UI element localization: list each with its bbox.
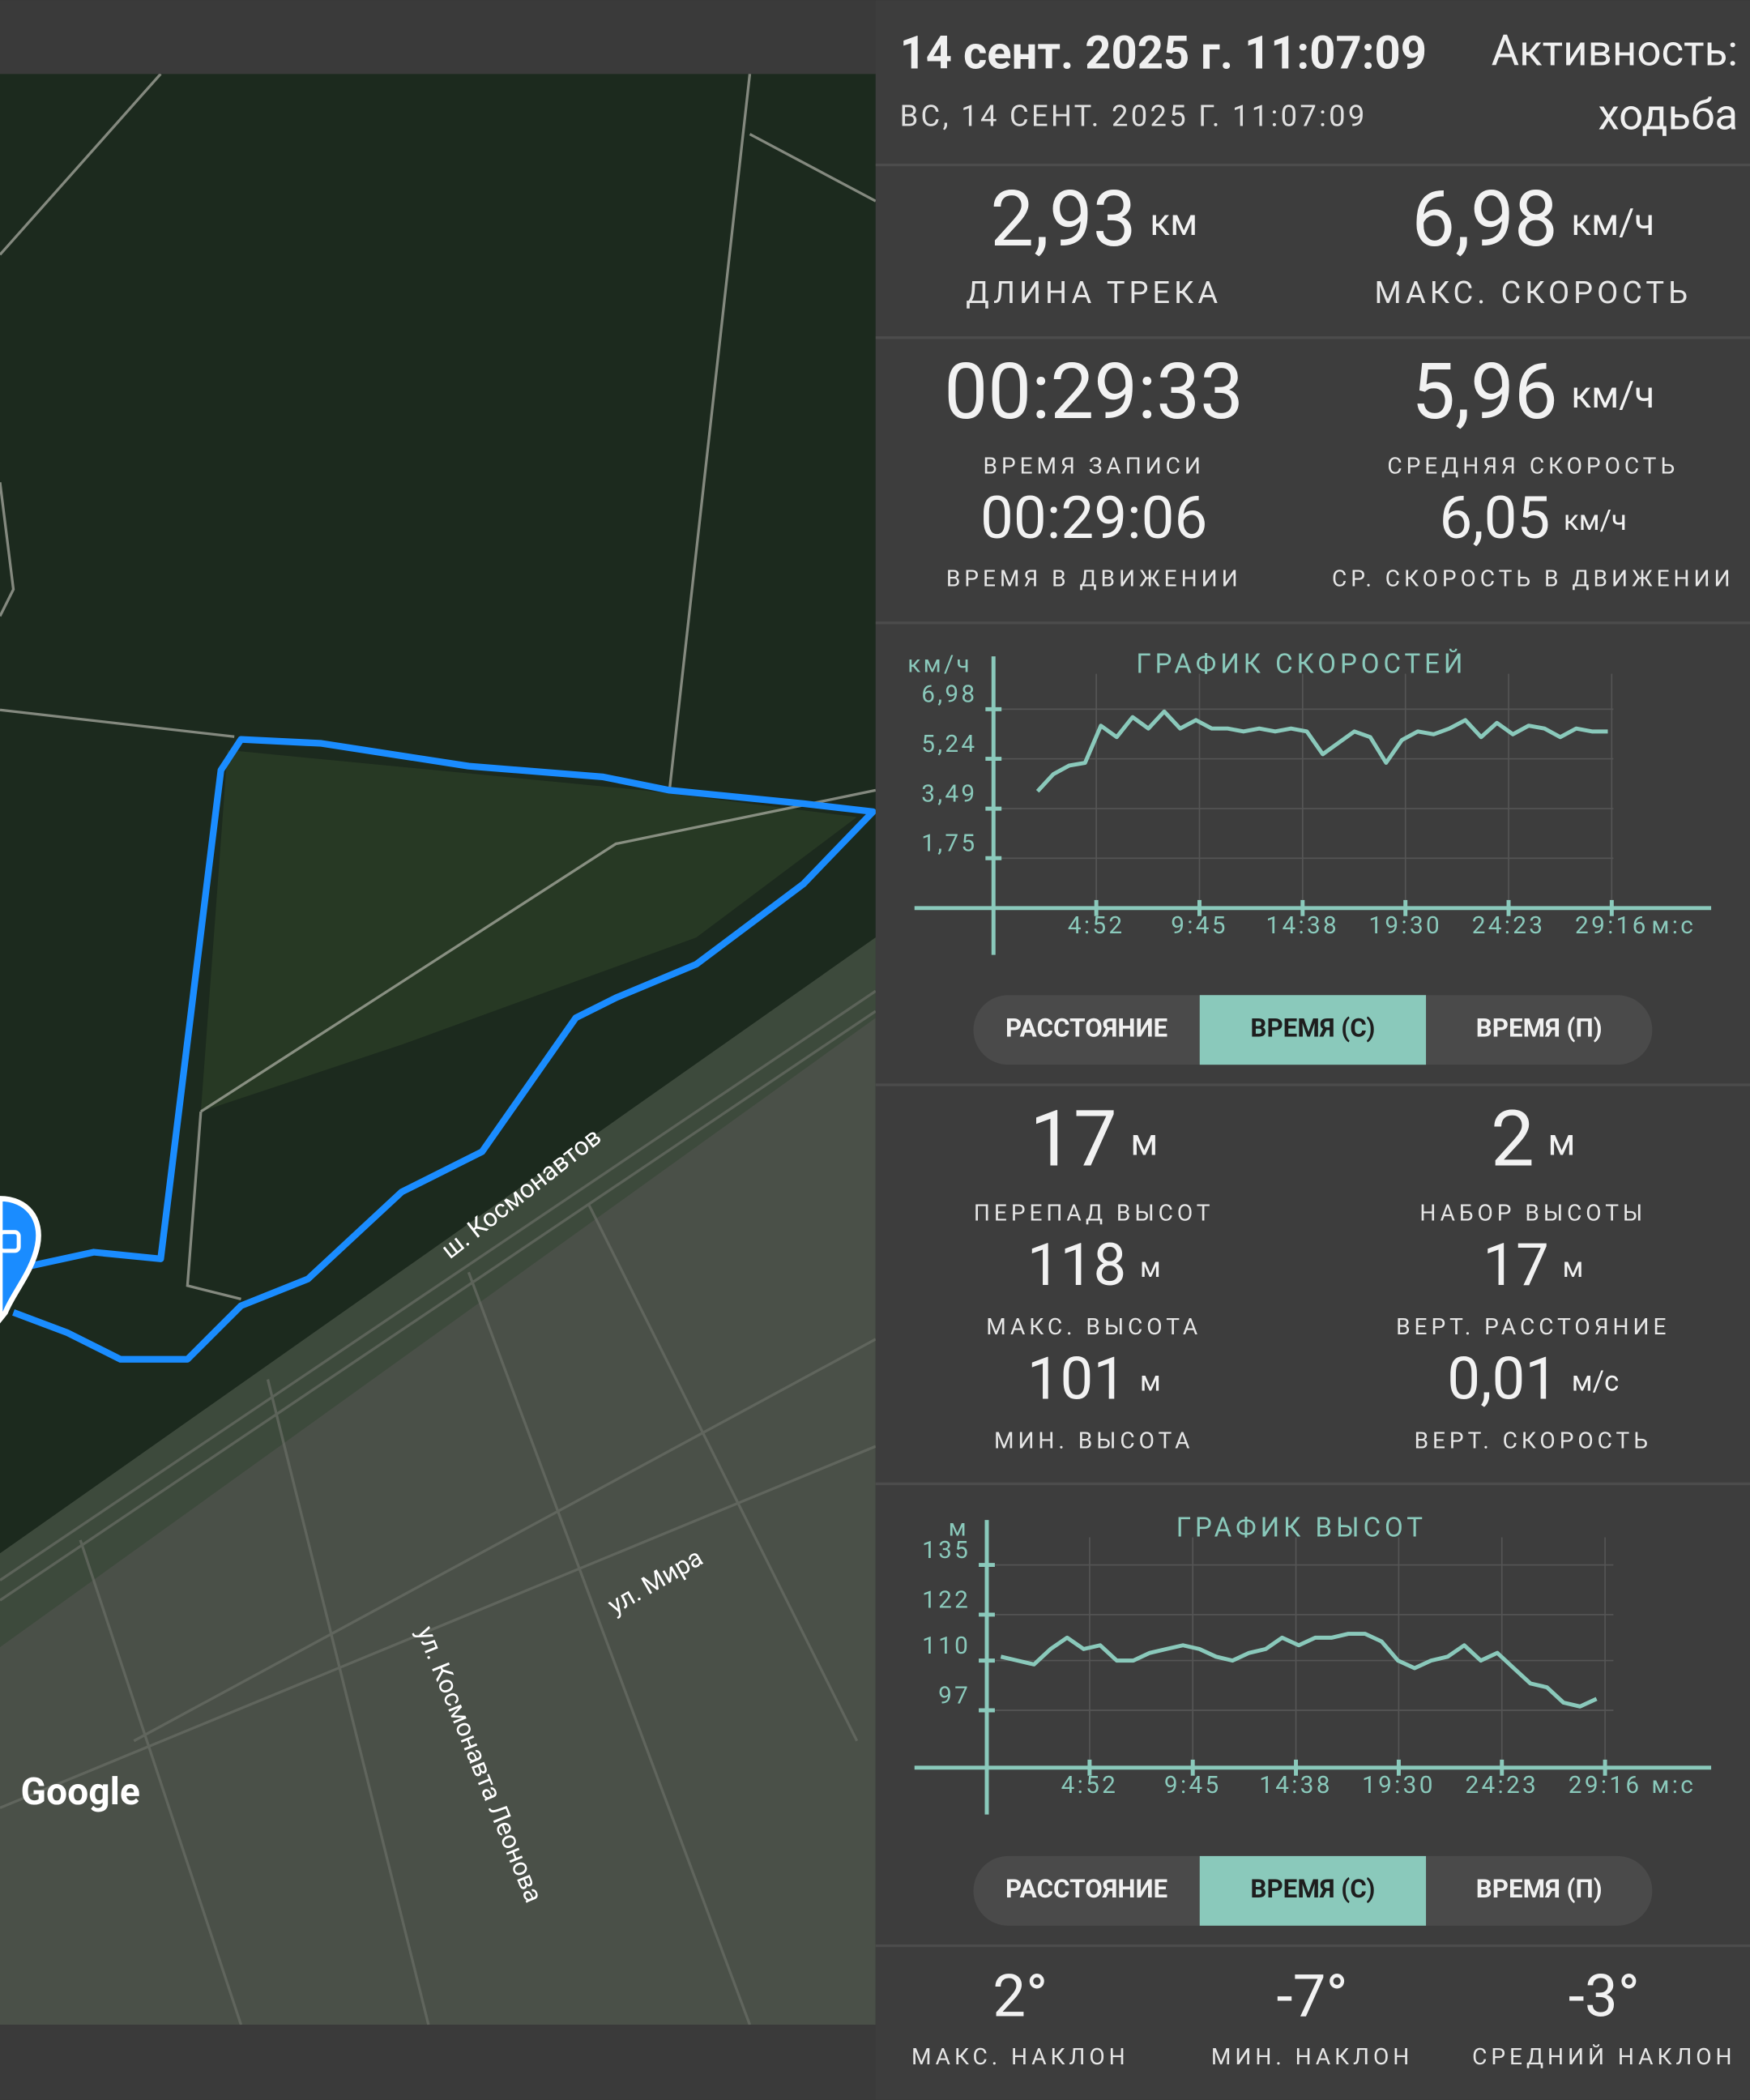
slope-value: -7° <box>1277 1962 1348 2031</box>
stat-value: 118 м <box>1027 1231 1161 1300</box>
stat-value: 6,98 км/ч <box>1411 174 1654 265</box>
stat-value: 6,05 км/ч <box>1440 484 1628 553</box>
x-tick-label: 4:52 <box>1061 1771 1119 1799</box>
y-tick-label: 110 <box>922 1632 971 1660</box>
stat-number: 5,96 <box>1411 347 1557 438</box>
x-tick-label: 9:45 <box>1164 1771 1222 1799</box>
x-tick-label: 19:30 <box>1362 1771 1436 1799</box>
x-unit: м:с <box>1651 911 1696 940</box>
stat-label: ВРЕМЯ ЗАПИСИ <box>984 453 1205 480</box>
x-tick-label: 14:38 <box>1266 911 1340 940</box>
stat-number: 6,98 <box>1411 174 1557 265</box>
bottom-bar <box>0 2025 876 2100</box>
toggle-label: ВРЕМЯ (С) <box>1250 1014 1375 1044</box>
stat-label: СР. СКОРОСТЬ В ДВИЖЕНИИ <box>1332 565 1734 591</box>
stat-value: 2,93 км <box>990 174 1197 265</box>
slope-value: 2° <box>992 1962 1048 2031</box>
map <box>0 73 877 2025</box>
y-tick-label: 6,98 <box>921 681 977 709</box>
stat-unit: км/ч <box>1571 201 1654 245</box>
date-subtitle: ВС, 14 СЕНТ. 2025 Г. 11:07:09 <box>900 98 1368 133</box>
y-unit: км/ч <box>907 651 972 679</box>
chart-title: ГРАФИК СКОРОСТЕЙ <box>1136 648 1466 680</box>
stat-label: СРЕДНЯЯ СКОРОСТЬ <box>1387 453 1679 480</box>
stat-number: 2,93 <box>990 174 1136 265</box>
stat-unit: м <box>1562 1251 1583 1284</box>
stat-number: 17 <box>1030 1095 1117 1185</box>
stat-value: 00:29:06 <box>980 484 1207 553</box>
stat-value: 17 м <box>1030 1095 1158 1185</box>
toggle-label: РАССТОЯНИЕ <box>1005 1874 1167 1904</box>
stat-unit: км <box>1150 201 1197 245</box>
x-tick-label: 19:30 <box>1368 911 1442 940</box>
stat-number: 6,05 <box>1440 484 1551 553</box>
stat-label: ВЕРТ. СКОРОСТЬ <box>1415 1428 1652 1454</box>
toggle-label: ВРЕМЯ (С) <box>1250 1874 1375 1904</box>
slope-value: -3° <box>1569 1962 1640 2031</box>
stat-label: МИН. ВЫСОТА <box>994 1428 1193 1454</box>
stat-label: ПЕРЕПАД ВЫСОТ <box>974 1200 1214 1227</box>
activity-label: Активность: <box>1492 25 1739 75</box>
x-tick-label: 29:16 <box>1569 1771 1642 1799</box>
x-tick-label: 4:52 <box>1068 911 1125 940</box>
chart-title: ГРАФИК ВЫСОТ <box>1176 1512 1427 1543</box>
y-tick-label: 122 <box>922 1586 971 1614</box>
toggle-label: РАССТОЯНИЕ <box>1005 1014 1167 1044</box>
activity-value: ходьба <box>1598 90 1738 140</box>
stat-number: 17 <box>1483 1231 1549 1300</box>
stat-unit: м/с <box>1572 1365 1620 1398</box>
data-line <box>1000 1632 1598 1709</box>
stat-value: 5,96 км/ч <box>1411 347 1654 438</box>
stat-label: НАБОР ВЫСОТЫ <box>1419 1200 1646 1227</box>
toggle-button[interactable] <box>1199 995 1427 1065</box>
data-line <box>1035 709 1608 793</box>
slope-label: МАКС. НАКЛОН <box>911 2043 1129 2070</box>
stat-unit: км/ч <box>1571 373 1654 417</box>
stat-number: 118 <box>1027 1231 1127 1300</box>
stat-number: 0,01 <box>1447 1345 1558 1414</box>
stat-value: 00:29:33 <box>944 347 1244 438</box>
stat-unit: м <box>1140 1365 1161 1398</box>
map-attribution: Google <box>20 1770 139 1814</box>
stat-value: 0,01 м/с <box>1447 1345 1619 1414</box>
slope-label: МИН. НАКЛОН <box>1211 2043 1413 2070</box>
stat-unit: м <box>1140 1251 1161 1284</box>
stat-number: 101 <box>1027 1345 1127 1414</box>
toggle-label: ВРЕМЯ (П) <box>1476 1874 1603 1904</box>
x-tick-label: 14:38 <box>1259 1771 1333 1799</box>
x-tick-label: 29:16 <box>1575 911 1649 940</box>
x-tick-label: 24:23 <box>1472 911 1546 940</box>
y-tick-label: 135 <box>922 1536 971 1564</box>
stat-label: ВЕРТ. РАССТОЯНИЕ <box>1396 1313 1670 1340</box>
stat-label: МАКС. СКОРОСТЬ <box>1374 275 1692 311</box>
y-tick-label: 1,75 <box>921 830 977 858</box>
stat-unit: м <box>1547 1120 1575 1164</box>
y-tick-label: 97 <box>938 1681 971 1709</box>
stat-unit: км/ч <box>1564 504 1627 537</box>
toggle-button[interactable] <box>1199 1855 1427 1926</box>
stat-number: 2 <box>1491 1095 1534 1185</box>
dividers <box>875 163 1750 1948</box>
y-tick-label: 5,24 <box>921 730 977 758</box>
y-tick-label: 3,49 <box>921 779 977 808</box>
x-unit: м:с <box>1651 1771 1696 1799</box>
toggle-label: ВРЕМЯ (П) <box>1476 1014 1603 1044</box>
stat-number: 00:29:33 <box>944 347 1244 438</box>
x-tick-label: 9:45 <box>1171 911 1228 940</box>
stat-number: 00:29:06 <box>980 484 1207 553</box>
slope-label: СРЕДНИЙ НАКЛОН <box>1472 2043 1735 2070</box>
top-bar <box>0 0 876 75</box>
stat-label: МАКС. ВЫСОТА <box>986 1313 1202 1340</box>
stat-label: ВРЕМЯ В ДВИЖЕНИИ <box>946 565 1242 591</box>
stat-value: 101 м <box>1027 1345 1161 1414</box>
date-title: 14 сент. 2025 г. 11:07:09 <box>900 27 1427 80</box>
x-tick-label: 24:23 <box>1465 1771 1539 1799</box>
stat-value: 17 м <box>1483 1231 1583 1300</box>
stat-unit: м <box>1130 1120 1158 1164</box>
y-unit: м <box>949 1514 969 1543</box>
stat-label: ДЛИНА ТРЕКА <box>966 275 1222 311</box>
